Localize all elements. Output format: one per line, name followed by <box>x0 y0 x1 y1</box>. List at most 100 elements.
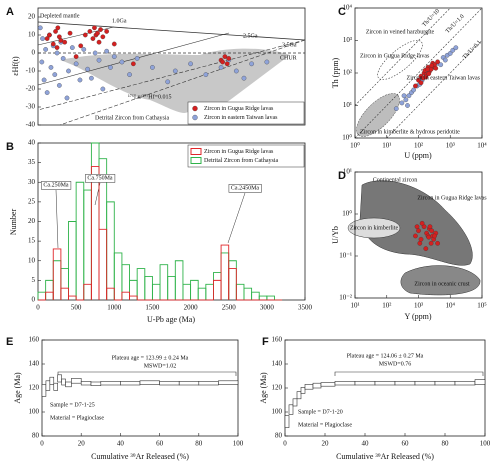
y-axis-label: Th (ppm) <box>331 57 340 88</box>
y-tick-label: 25 <box>28 197 36 205</box>
data-point <box>393 106 399 111</box>
plateau-step <box>454 381 476 386</box>
annotation: Zircon in kimberlite & hydrous peridotit… <box>360 129 460 135</box>
data-point <box>98 27 103 32</box>
data-point <box>150 65 155 70</box>
annotation: Ca.250Ma <box>43 182 69 188</box>
data-point <box>134 56 140 61</box>
histogram-bar <box>52 248 62 300</box>
x-tick-label: 100 <box>480 440 491 448</box>
plateau-step <box>414 381 436 386</box>
histogram-bar <box>113 252 123 300</box>
data-point <box>401 93 407 99</box>
histogram-bar <box>243 287 253 300</box>
data-point <box>53 29 58 34</box>
histogram-bar <box>68 221 77 300</box>
y-tick-label: 15 <box>28 237 36 245</box>
histogram-bar <box>121 291 130 300</box>
y-tick-label: -40 <box>26 121 36 129</box>
x-axis-label: U (ppm) <box>404 151 432 160</box>
data-point <box>44 90 50 95</box>
plateau-bracket <box>57 371 237 376</box>
x-tick-label: 10³ <box>446 142 455 150</box>
data-point <box>100 34 106 40</box>
y-tick-label: 100 <box>272 408 283 416</box>
data-point <box>414 224 420 229</box>
y-tick-label: 160 <box>272 336 283 344</box>
y-tick-label: 10² <box>343 69 352 77</box>
data-point <box>85 66 90 72</box>
harzburgite-field <box>377 40 423 80</box>
y-tick-label: 35 <box>28 158 36 166</box>
histogram-bar <box>37 291 47 300</box>
data-point <box>413 83 418 89</box>
x-tick-label: 60 <box>156 440 164 448</box>
annotation: Ca.750Ma <box>87 175 113 181</box>
data-point <box>64 95 70 101</box>
y-tick-label: 120 <box>272 384 283 392</box>
y-tick-label: 80 <box>275 432 283 440</box>
plateau-step <box>374 381 396 386</box>
plateau-step <box>90 381 102 386</box>
y-tick-label: 0 <box>32 49 36 57</box>
data-point <box>92 25 97 31</box>
x-tick-label: 20 <box>78 440 86 448</box>
data-point <box>95 30 100 36</box>
evolution-line <box>37 39 306 111</box>
y-tick-label: 10¹ <box>343 168 352 176</box>
annotation: Plateau age = 123.99 ± 0.24 Ma <box>112 355 189 361</box>
annotation: ¹⁷⁶Lu/¹⁷⁷Hf=0.015 <box>128 93 172 100</box>
panel-letter: C <box>338 6 346 18</box>
y-axis-label: Number <box>9 209 18 236</box>
data-point <box>172 68 178 74</box>
plateau-step <box>288 404 294 415</box>
plateau-step <box>49 376 55 385</box>
legend-box <box>187 144 305 168</box>
legend-label: Detrital Zircon from Cathaysia <box>204 157 278 164</box>
data-point <box>427 224 433 229</box>
series-label: Zircon in eastern Taiwan lavas <box>407 75 481 81</box>
x-tick-label: 80 <box>195 440 203 448</box>
annotation: Material = Plagioclase <box>50 415 104 421</box>
annotation: Th/U=10 <box>421 8 441 28</box>
data-point <box>432 233 437 239</box>
y-tick-label: 10⁻² <box>339 294 352 302</box>
histogram-bar <box>45 291 54 300</box>
x-axis-label: Y (ppm) <box>404 312 431 321</box>
histogram-bar <box>83 189 92 300</box>
annotation: Detrital Zircon from Cathaysia <box>95 114 169 121</box>
data-point <box>433 65 439 71</box>
data-point <box>131 61 136 67</box>
data-point <box>43 47 48 52</box>
plateau-step <box>139 380 160 385</box>
annotation: Ca.2450Ma <box>231 185 260 191</box>
data-point <box>78 43 84 49</box>
ratio-line <box>354 7 451 106</box>
y-tick-label: 140 <box>29 360 40 368</box>
data-point <box>40 36 45 41</box>
annotation: MSWD=0.76 <box>379 361 412 367</box>
data-point <box>405 103 410 108</box>
data-point <box>55 25 61 31</box>
panel-letter: D <box>338 170 346 182</box>
y-tick-label: 0 <box>32 296 36 304</box>
x-tick-label: 0 <box>283 440 287 448</box>
annotation-box <box>228 184 262 193</box>
plot-frame <box>37 7 306 126</box>
annotation: Sample = D7-1-20 <box>298 409 343 415</box>
plateau-step <box>159 381 180 386</box>
histogram-bar <box>90 166 100 300</box>
data-point <box>403 97 409 103</box>
data-point <box>429 228 435 234</box>
data-point <box>44 36 50 41</box>
histogram-bar <box>182 283 192 300</box>
histogram-bar <box>106 201 115 300</box>
histogram-bar <box>205 283 214 300</box>
data-point <box>264 59 270 65</box>
legend-marker <box>190 148 202 155</box>
data-point <box>442 57 448 63</box>
plateau-step <box>292 398 298 407</box>
data-point <box>435 59 440 65</box>
histogram-bar <box>266 295 275 300</box>
data-point <box>425 66 430 72</box>
